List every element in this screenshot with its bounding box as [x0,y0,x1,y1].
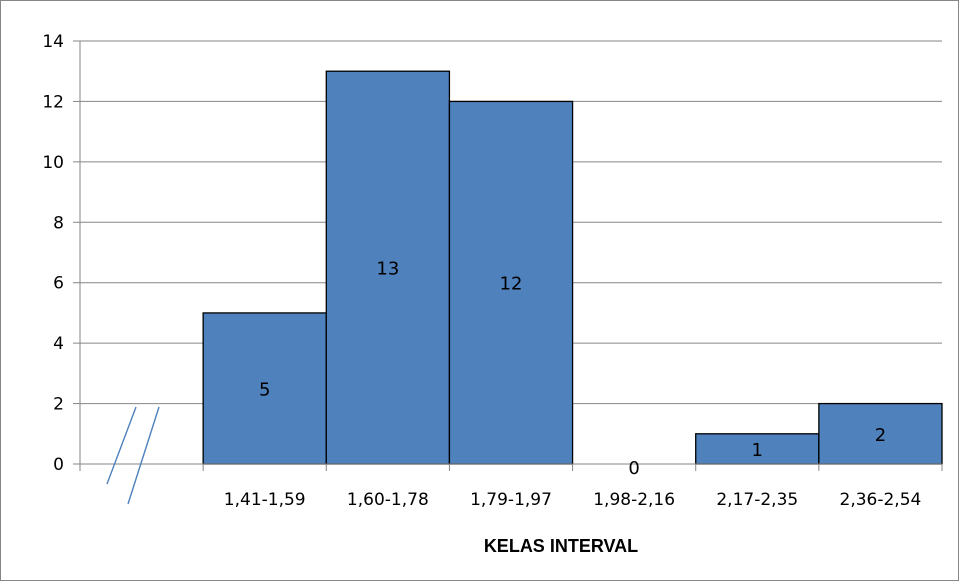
bar-3 [448,100,574,465]
x-tick-label-4: 1,98-2,16 [593,490,675,510]
y-tick-label-10: 10 [42,153,64,173]
data-label-1: 5 [259,379,270,400]
axis-break-mark-1 [106,406,137,485]
data-label-6: 2 [875,425,886,446]
y-tick-label-12: 12 [42,92,64,112]
y-tick-label-14: 14 [42,32,64,52]
x-tick-label-3: 1,79-1,97 [470,490,552,510]
data-label-3: 12 [500,274,523,295]
y-tick-label-8: 8 [53,213,64,233]
axis-break-mark-2 [127,406,160,505]
y-tick-label-4: 4 [53,334,64,354]
data-label-4: 0 [628,458,639,479]
data-label-2: 13 [376,259,399,280]
y-tick-label-6: 6 [53,274,64,294]
x-tick-label-5: 2,17-2,35 [716,490,798,510]
x-tick-label-6: 2,36-2,54 [840,490,922,510]
y-tick-label-0: 0 [53,455,64,475]
y-tick-label-2: 2 [53,395,64,415]
x-tick-label-2: 1,60-1,78 [347,490,429,510]
x-axis-title: KELAS INTERVAL [484,536,638,556]
x-tick-label-1: 1,41-1,59 [224,490,306,510]
bar-5 [695,433,820,465]
data-label-5: 1 [752,440,763,461]
bar-6 [818,402,943,465]
